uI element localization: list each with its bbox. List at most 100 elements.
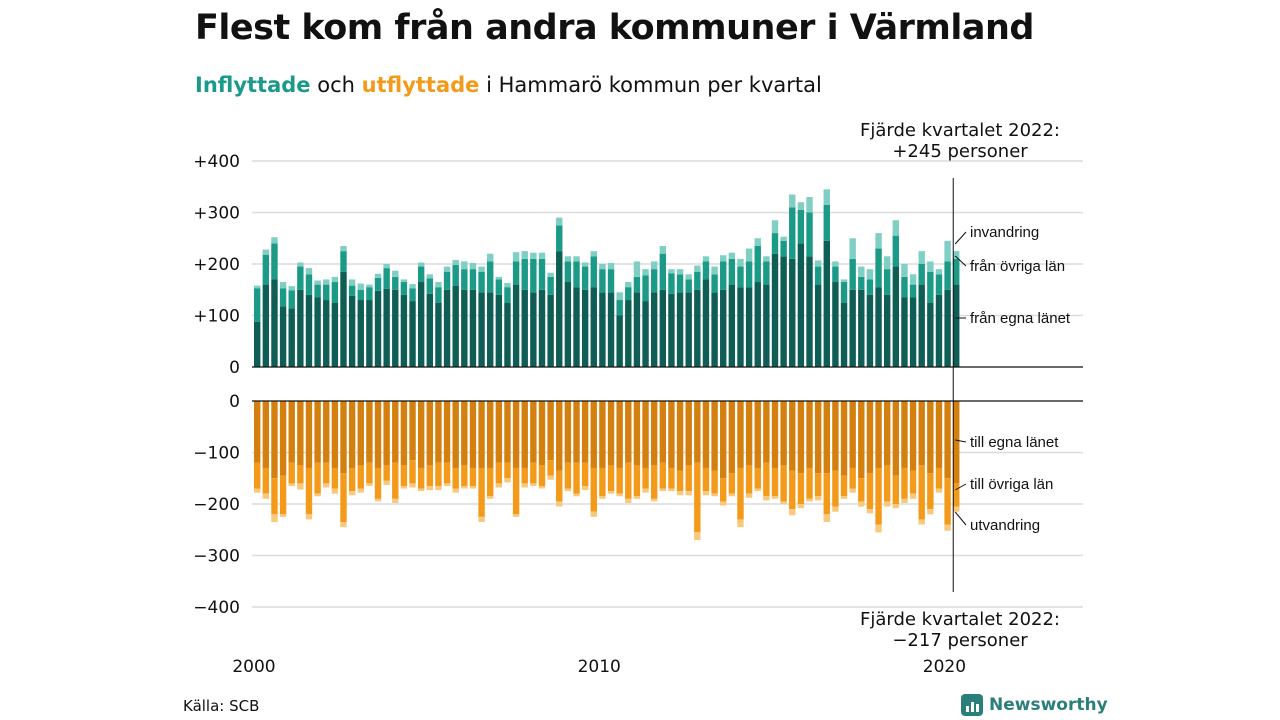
outflow-bar-segment bbox=[340, 473, 347, 523]
inflow-bar-segment bbox=[590, 251, 597, 257]
outflow-bar-segment bbox=[694, 401, 701, 463]
inflow-bar-segment bbox=[797, 243, 805, 367]
source-note: Källa: SCB bbox=[183, 697, 260, 715]
y-tick-label-top: +100 bbox=[193, 307, 240, 327]
inflow-bar-segment bbox=[650, 292, 658, 367]
outflow-bar-segment bbox=[720, 501, 727, 506]
inflow-bar-segment bbox=[590, 287, 597, 367]
outflow-bar-segment bbox=[530, 401, 537, 463]
outflow-bar-segment bbox=[435, 485, 442, 491]
outflow-bar-segment bbox=[789, 509, 796, 516]
inflow-bar-segment bbox=[702, 279, 710, 367]
outflow-bar-segment bbox=[668, 401, 675, 468]
inflow-bar-segment bbox=[625, 287, 632, 301]
outflow-bar-segment bbox=[556, 401, 563, 471]
outflow-bars bbox=[254, 401, 960, 541]
outflow-bar-segment bbox=[581, 485, 589, 491]
inflow-bar-segment bbox=[737, 287, 744, 367]
outflow-bar-segment bbox=[883, 465, 891, 502]
x-tick-label: 2010 bbox=[578, 657, 621, 677]
outflow-bar-segment bbox=[909, 493, 917, 499]
outflow-bar-segment bbox=[849, 401, 856, 468]
outflow-bar-segment bbox=[297, 483, 304, 490]
outflow-bar-segment bbox=[452, 467, 459, 489]
outflow-bar-segment bbox=[754, 467, 761, 489]
outflow-bar-segment bbox=[305, 514, 313, 520]
inflow-bar-segment bbox=[262, 249, 270, 255]
outflow-bar-segment bbox=[616, 401, 623, 468]
outflow-bar-segment bbox=[538, 465, 546, 486]
outflow-bar-segment bbox=[331, 401, 339, 468]
inflow-bar-segment bbox=[495, 294, 503, 367]
inflow-bar-segment bbox=[279, 282, 287, 289]
inflow-bar-segment bbox=[348, 285, 356, 296]
inflow-bar-segment bbox=[271, 243, 278, 280]
inflow-bar-segment bbox=[711, 274, 718, 293]
inflow-bar-segment bbox=[314, 284, 321, 298]
outflow-bar-segment bbox=[590, 467, 597, 512]
inflow-bar-segment bbox=[556, 217, 563, 226]
inflow-bar-segment bbox=[400, 294, 408, 367]
subtitle-inflow-word: Inflyttade bbox=[195, 73, 311, 97]
outflow-bar-segment bbox=[650, 498, 658, 502]
outflow-bar-segment bbox=[374, 401, 382, 468]
annotation-top-line1: Fjärde kvartalet 2022: bbox=[859, 120, 1060, 141]
outflow-bar-segment bbox=[314, 493, 321, 497]
outflow-bar-segment bbox=[953, 506, 960, 512]
outflow-bar-segment bbox=[814, 401, 822, 474]
inflow-bar-segment bbox=[745, 248, 753, 262]
inflow-bar-segment bbox=[573, 287, 580, 367]
inflow-bar-segment bbox=[875, 233, 882, 249]
inflow-bar-segment bbox=[650, 261, 658, 270]
inflow-bar-segment bbox=[521, 251, 528, 259]
outflow-bar-segment bbox=[901, 401, 908, 468]
inflow-bar-segment bbox=[927, 261, 934, 272]
inflow-bar-segment bbox=[487, 292, 494, 367]
series-label-bottom: till övriga län bbox=[970, 476, 1053, 493]
inflow-bar-segment bbox=[417, 282, 425, 367]
inflow-bar-segment bbox=[564, 282, 572, 367]
outflow-bar-segment bbox=[254, 488, 261, 493]
outflow-bar-segment bbox=[279, 475, 287, 515]
outflow-bar-segment bbox=[909, 401, 917, 471]
inflow-bar-segment bbox=[763, 261, 770, 285]
inflow-bar-segment bbox=[478, 271, 485, 293]
inflow-bar-segment bbox=[297, 266, 304, 290]
series-label-top: från övriga län bbox=[970, 258, 1065, 275]
inflow-bar-segment bbox=[832, 261, 839, 267]
outflow-bar-segment bbox=[417, 467, 425, 489]
outflow-bar-segment bbox=[392, 498, 399, 503]
chart-title: Flest kom från andra kommuner i Värmland bbox=[195, 8, 1034, 48]
inflow-bar-segment bbox=[530, 258, 537, 293]
inflow-bar-segment bbox=[849, 238, 856, 259]
inflow-bar-segment bbox=[374, 277, 382, 291]
outflow-bar-segment bbox=[909, 470, 917, 494]
outflow-bar-segment bbox=[435, 401, 442, 463]
inflow-bar-segment bbox=[935, 274, 943, 295]
outflow-bar-segment bbox=[642, 401, 649, 468]
outflow-bar-segment bbox=[409, 401, 416, 461]
outflow-bar-segment bbox=[918, 519, 925, 525]
outflow-bar-segment bbox=[521, 401, 528, 468]
inflow-bar-segment bbox=[720, 255, 727, 262]
outflow-bar-segment bbox=[599, 467, 606, 497]
inflow-bar-segment bbox=[789, 258, 796, 367]
outflow-bar-segment bbox=[625, 498, 632, 503]
brand: Newsworthy bbox=[961, 694, 1108, 716]
outflow-bar-segment bbox=[590, 401, 597, 468]
inflow-bar-segment bbox=[400, 282, 408, 295]
y-tick-label-bottom: 0 bbox=[229, 392, 240, 412]
outflow-bar-segment bbox=[590, 511, 597, 517]
inflow-bar-segment bbox=[271, 237, 278, 244]
inflow-bar-segment bbox=[642, 269, 649, 276]
outflow-bar-segment bbox=[797, 401, 805, 474]
outflow-bar-segment bbox=[383, 480, 390, 485]
outflow-bar-segment bbox=[702, 491, 710, 496]
inflow-bar-segment bbox=[323, 279, 330, 285]
inflow-bar-segment bbox=[780, 256, 787, 367]
inflow-bar-segment bbox=[694, 289, 701, 367]
inflow-bar-segment bbox=[763, 284, 770, 367]
outflow-bar-segment bbox=[866, 509, 874, 514]
inflow-bar-segment bbox=[564, 256, 572, 262]
outflow-bar-segment bbox=[581, 401, 589, 463]
